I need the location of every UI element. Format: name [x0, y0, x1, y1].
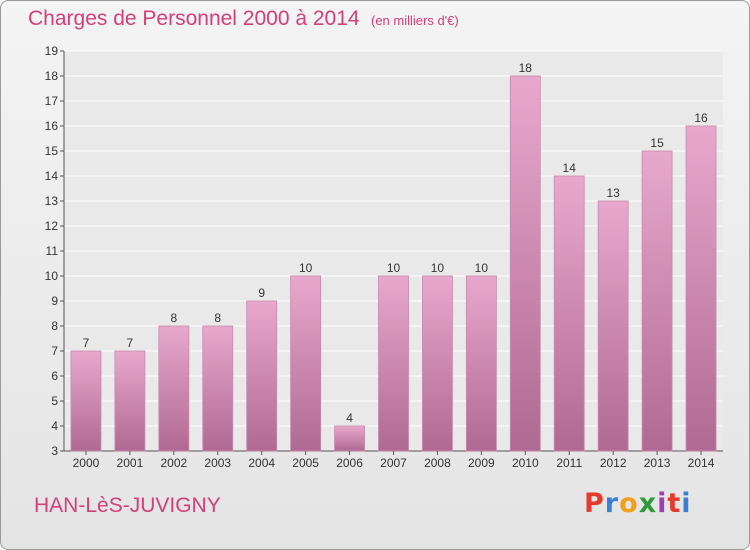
x-tick-label: 2007: [380, 456, 407, 470]
bar-value-label: 10: [387, 261, 401, 275]
logo-letter: r: [604, 488, 620, 519]
x-tick-label: 2000: [73, 456, 100, 470]
x-tick-label: 2008: [424, 456, 451, 470]
x-tick-label: 2013: [644, 456, 671, 470]
y-tick-label: 6: [51, 369, 58, 383]
x-tick-label: 2003: [204, 456, 231, 470]
x-tick-label: 2006: [336, 456, 363, 470]
bar-value-label: 10: [299, 261, 313, 275]
bar: [509, 75, 541, 452]
bar: [158, 325, 190, 452]
bar-value-label: 16: [694, 111, 708, 125]
bar: [246, 300, 278, 452]
x-tick-label: 2004: [248, 456, 275, 470]
proxiti-logo: Proxiti: [584, 488, 692, 519]
x-tick-label: 2014: [688, 456, 715, 470]
bar: [597, 200, 629, 452]
y-tick-label: 9: [51, 294, 58, 308]
bar: [290, 275, 322, 452]
logo-letter: P: [584, 488, 605, 519]
logo-letter: o: [619, 488, 639, 519]
bar-value-label: 7: [127, 336, 134, 350]
x-tick-label: 2005: [292, 456, 319, 470]
x-tick-label: 2001: [117, 456, 144, 470]
bar: [202, 325, 234, 452]
y-tick-label: 13: [45, 194, 59, 208]
bar: [685, 125, 717, 452]
bar: [553, 175, 585, 452]
y-tick-label: 17: [45, 94, 59, 108]
bar-value-label: 9: [258, 286, 265, 300]
y-tick-label: 8: [51, 319, 58, 333]
x-tick-label: 2009: [468, 456, 495, 470]
y-tick-label: 5: [51, 394, 58, 408]
x-tick-label: 2010: [512, 456, 539, 470]
y-tick-label: 4: [51, 419, 58, 433]
y-tick-label: 18: [45, 69, 59, 83]
bar: [465, 275, 497, 452]
x-tick-label: 2002: [160, 456, 187, 470]
x-tick-label: 2012: [600, 456, 627, 470]
bar-value-label: 13: [606, 186, 620, 200]
bar-value-label: 10: [431, 261, 445, 275]
bar: [70, 350, 102, 452]
bar-value-label: 10: [475, 261, 489, 275]
y-tick-label: 19: [45, 44, 59, 58]
chart-title: Charges de Personnel 2000 à 2014: [28, 7, 360, 30]
logo-letter: i: [681, 488, 692, 519]
bar: [422, 275, 453, 452]
bar-value-label: 8: [170, 311, 177, 325]
bar-value-label: 8: [214, 311, 221, 325]
logo-letter: i: [657, 488, 668, 519]
bar: [114, 350, 146, 452]
chart-subtitle: (en milliers d'€): [371, 13, 459, 28]
y-tick-label: 14: [45, 169, 59, 183]
bar-value-label: 14: [563, 161, 577, 175]
logo-letter: x: [638, 488, 658, 519]
bar: [378, 275, 409, 452]
y-tick-label: 3: [51, 444, 58, 458]
bar-value-label: 18: [519, 61, 533, 75]
bar-value-label: 7: [83, 336, 90, 350]
y-tick-label: 12: [45, 219, 59, 233]
bar: [334, 425, 365, 452]
bar: [641, 150, 673, 452]
logo-letter: t: [667, 488, 682, 519]
y-tick-label: 10: [45, 269, 59, 283]
y-tick-label: 16: [45, 119, 59, 133]
y-tick-label: 7: [51, 344, 58, 358]
y-tick-label: 15: [45, 144, 59, 158]
bar-value-label: 15: [650, 136, 664, 150]
y-tick-label: 11: [46, 244, 59, 258]
bar-value-label: 4: [346, 411, 353, 425]
commune-name: HAN-LèS-JUVIGNY: [34, 494, 221, 517]
x-tick-label: 2011: [556, 456, 582, 470]
